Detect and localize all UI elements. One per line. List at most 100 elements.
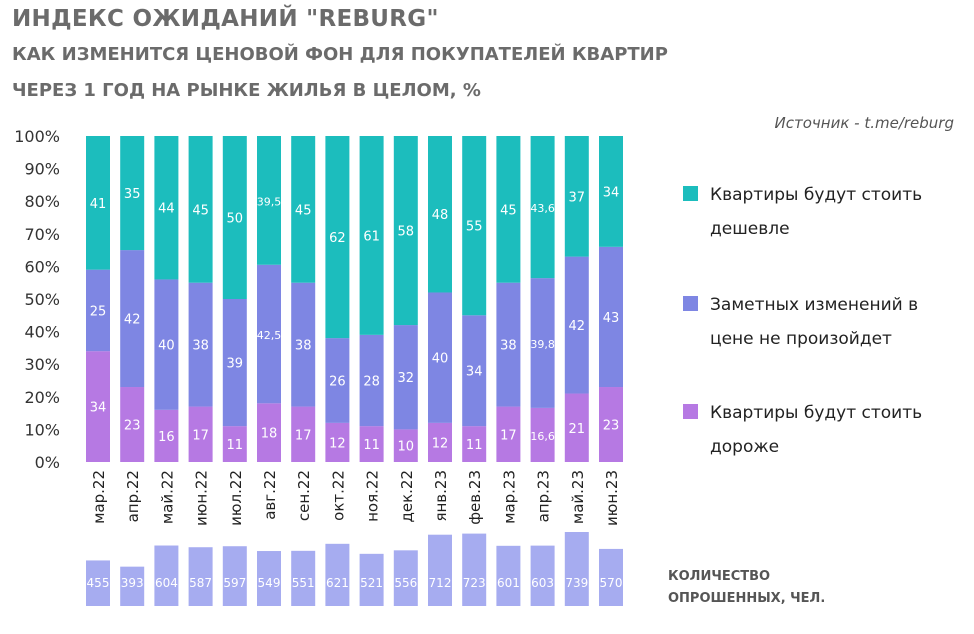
- bar-segment-no-change: [188, 282, 213, 407]
- data-label-no-change: 39,8: [530, 338, 555, 351]
- y-tick-label: 90%: [24, 160, 60, 179]
- bar-segment-no-change: [359, 334, 384, 427]
- y-tick-label: 80%: [24, 192, 60, 211]
- x-category-label: апр.23: [535, 470, 553, 522]
- data-label-cheaper: 58: [398, 225, 415, 240]
- respondents-value-label: 621: [326, 576, 349, 590]
- data-label-pricier: 11: [466, 438, 483, 453]
- bar-segment-no-change: [428, 292, 452, 423]
- legend-label-cheaper: Квартиры будут стоить дешевле: [710, 185, 923, 239]
- x-category-label: июн.22: [193, 470, 211, 526]
- bar-segment-no-change: [120, 250, 145, 388]
- bar-segment-cheaper: [530, 136, 555, 279]
- data-label-no-change: 42: [569, 319, 586, 334]
- bar-segment-cheaper: [154, 136, 179, 280]
- x-category-label: май.23: [569, 470, 587, 524]
- data-label-pricier: 12: [329, 436, 346, 451]
- bar-segment-cheaper: [222, 136, 247, 299]
- legend-swatch-pricier: [683, 404, 698, 419]
- data-label-cheaper: 43,6: [530, 202, 555, 215]
- respondents-label-line-2: ОПРОШЕННЫХ, ЧЕЛ.: [668, 591, 826, 606]
- bar-segment-pricier: [188, 406, 213, 462]
- x-category-label: май.22: [158, 470, 176, 524]
- chart-title: ИНДЕКС ОЖИДАНИЙ "REBURG": [12, 6, 439, 32]
- respondents-value-label: 739: [565, 576, 588, 590]
- respondents-value-label: 556: [394, 576, 417, 590]
- data-label-cheaper: 48: [432, 208, 449, 223]
- bar-segment-pricier: [222, 426, 247, 462]
- respondents-bar: [496, 545, 521, 606]
- x-category-label: июн.23: [603, 470, 621, 526]
- legend-swatch-no-change: [683, 296, 698, 311]
- chart-subtitle-line-2: ЧЕРЕЗ 1 ГОД НА РЫНКЕ ЖИЛЬЯ В ЦЕЛОМ, %: [12, 80, 481, 101]
- data-label-cheaper: 35: [124, 187, 141, 202]
- data-label-pricier: 17: [192, 428, 209, 443]
- chart-subtitle-line-1: КАК ИЗМЕНИТСЯ ЦЕНОВОЙ ФОН ДЛЯ ПОКУПАТЕЛЕ…: [12, 44, 668, 65]
- y-tick-label: 60%: [24, 257, 60, 276]
- bar-segment-pricier: [359, 426, 384, 462]
- respondents-value-label: 587: [189, 576, 212, 590]
- legend-swatch-cheaper: [683, 186, 698, 201]
- bar-segment-no-change: [393, 325, 418, 430]
- bar-segment-cheaper: [257, 136, 281, 265]
- data-label-cheaper: 45: [192, 203, 209, 218]
- y-tick-label: 30%: [24, 355, 60, 374]
- respondents-value-label: 521: [360, 576, 383, 590]
- bar-segment-cheaper: [325, 136, 350, 339]
- bar-segment-no-change: [462, 315, 487, 427]
- y-tick-label: 50%: [24, 290, 60, 309]
- respondents-bar: [599, 548, 623, 606]
- data-label-cheaper: 61: [363, 229, 380, 244]
- data-label-cheaper: 37: [569, 190, 586, 205]
- legend-label-no-change: Заметных изменений в цене не произойдет: [710, 295, 919, 349]
- respondents-value-label: 551: [292, 576, 315, 590]
- bar-segment-no-change: [496, 282, 521, 407]
- data-label-no-change: 40: [158, 339, 175, 354]
- data-label-cheaper: 45: [295, 203, 312, 218]
- data-label-cheaper: 44: [158, 202, 175, 217]
- data-label-no-change: 38: [500, 339, 517, 354]
- respondents-value-label: 597: [223, 576, 246, 590]
- respondents-bar: [291, 550, 316, 606]
- bar-segment-cheaper: [564, 136, 589, 257]
- respondents-bar: [564, 532, 589, 606]
- respondents-value-label: 723: [463, 576, 486, 590]
- respondents-bar: [86, 560, 110, 606]
- data-label-pricier: 11: [363, 438, 380, 453]
- respondents-bar: [428, 534, 452, 606]
- data-label-cheaper: 34: [603, 185, 620, 200]
- respondents-label: КОЛИЧЕСТВО ОПРОШЕННЫХ, ЧЕЛ.: [668, 566, 825, 610]
- data-label-pricier: 10: [398, 440, 415, 455]
- x-category-label: фев.23: [466, 470, 484, 525]
- bar-segment-cheaper: [496, 136, 521, 283]
- bar-segment-pricier: [120, 387, 145, 462]
- respondents-bar: [222, 546, 247, 606]
- bar-segment-pricier: [154, 409, 179, 462]
- data-label-no-change: 26: [329, 375, 346, 390]
- data-label-cheaper: 50: [227, 212, 244, 227]
- x-category-label: мар.23: [500, 470, 518, 524]
- data-label-pricier: 12: [432, 436, 449, 451]
- data-label-pricier: 17: [500, 428, 517, 443]
- data-label-pricier: 11: [227, 438, 244, 453]
- bar-segment-pricier: [564, 393, 589, 462]
- x-category-label: мар.22: [90, 470, 108, 524]
- bar-segment-pricier: [291, 406, 316, 462]
- bar-segment-cheaper: [599, 136, 623, 247]
- respondents-value-label: 603: [531, 576, 554, 590]
- data-label-pricier: 16,6: [530, 430, 555, 443]
- bar-segment-cheaper: [428, 136, 452, 293]
- bar-segment-no-change: [154, 279, 179, 410]
- bar-segment-no-change: [222, 299, 247, 427]
- bar-segment-cheaper: [188, 136, 213, 283]
- data-label-cheaper: 39,5: [257, 195, 282, 208]
- bar-segment-no-change: [530, 278, 555, 408]
- x-category-label: ноя.22: [364, 470, 382, 522]
- y-tick-label: 100%: [14, 127, 60, 146]
- respondents-value-label: 455: [87, 576, 110, 590]
- data-label-pricier: 23: [603, 419, 620, 434]
- bar-segment-pricier: [393, 429, 418, 462]
- bar-segment-cheaper: [120, 136, 145, 251]
- x-category-label: дек.22: [398, 470, 416, 523]
- y-tick-label: 70%: [24, 225, 60, 244]
